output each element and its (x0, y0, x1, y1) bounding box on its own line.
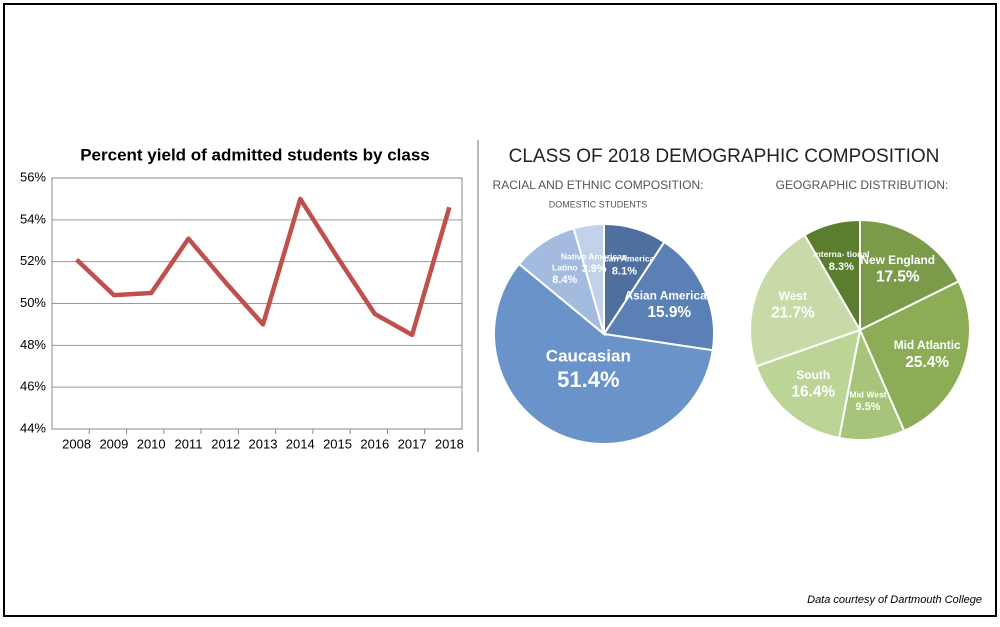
x-tick-label: 2017 (398, 436, 427, 451)
slice-value: 17.5% (876, 269, 920, 286)
slice-label: African American (589, 254, 659, 264)
slice-label: Mid Atlantic (894, 338, 961, 352)
x-tick-label: 2010 (137, 436, 166, 451)
slice-value: 8.3% (829, 261, 854, 273)
plot-frame (51, 177, 463, 430)
y-tick-label: 46% (20, 379, 46, 394)
slice-label: South (796, 368, 830, 382)
pie-slice (749, 233, 862, 368)
slice-value: 8.1% (612, 265, 637, 277)
y-tick-label: 48% (20, 337, 46, 352)
slice-value: 3.9% (582, 263, 607, 275)
pie-slice (493, 262, 714, 445)
slice-label: Interna- tional (813, 249, 869, 259)
pie-slice (859, 218, 961, 332)
chart-title: Percent yield of admitted students by cl… (80, 145, 430, 164)
slice-value: 15.9% (647, 304, 691, 321)
slice-value: 16.4% (791, 384, 835, 401)
x-tick-label: 2011 (174, 436, 202, 451)
slice-value: 8.4% (552, 274, 577, 286)
y-tick-label: 56% (20, 169, 46, 184)
slice-value: 21.7% (771, 305, 815, 322)
slice-label: Latino (552, 262, 578, 272)
slice-label: Asian American (625, 289, 714, 303)
data-line (75, 196, 452, 338)
pie-title: GEOGRAPHIC DISTRIBUTION: (776, 178, 949, 192)
pie-title: RACIAL AND ETHNIC COMPOSITION: (493, 178, 704, 192)
y-tick-label: 52% (20, 253, 46, 268)
x-tick-label: 2016 (360, 436, 389, 451)
slice-label: New England (860, 253, 935, 267)
y-tick-label: 54% (20, 211, 46, 226)
pie-subtitle: DOMESTIC STUDENTS (549, 199, 648, 209)
pie-slice (858, 280, 971, 433)
heading: CLASS OF 2018 DEMOGRAPHIC COMPOSITION (509, 146, 940, 167)
slice-label: Mid West (849, 389, 886, 399)
pie-slice (803, 218, 861, 334)
x-tick-label: 2012 (211, 436, 240, 451)
slice-value: 51.4% (557, 367, 619, 392)
x-tick-label: 2008 (62, 436, 91, 451)
slice-label: Native American (561, 251, 627, 261)
slice-value: 9.5% (855, 401, 880, 413)
x-tick-label: 2013 (249, 436, 278, 451)
pie-slice (572, 222, 605, 335)
x-tick-label: 2015 (323, 436, 352, 451)
y-tick-label: 50% (20, 295, 46, 310)
pie-slice (754, 328, 862, 440)
slice-value: 25.4% (905, 354, 949, 371)
pie-slice (602, 240, 715, 352)
x-tick-label: 2009 (99, 436, 128, 451)
slice-label: West (779, 289, 807, 303)
y-tick-label: 44% (20, 420, 46, 435)
x-tick-label: 2018 (435, 436, 464, 451)
slice-label: Caucasian (546, 347, 631, 366)
credit: Data courtesy of Dartmouth College (807, 594, 982, 606)
x-tick-label: 2014 (286, 436, 315, 451)
